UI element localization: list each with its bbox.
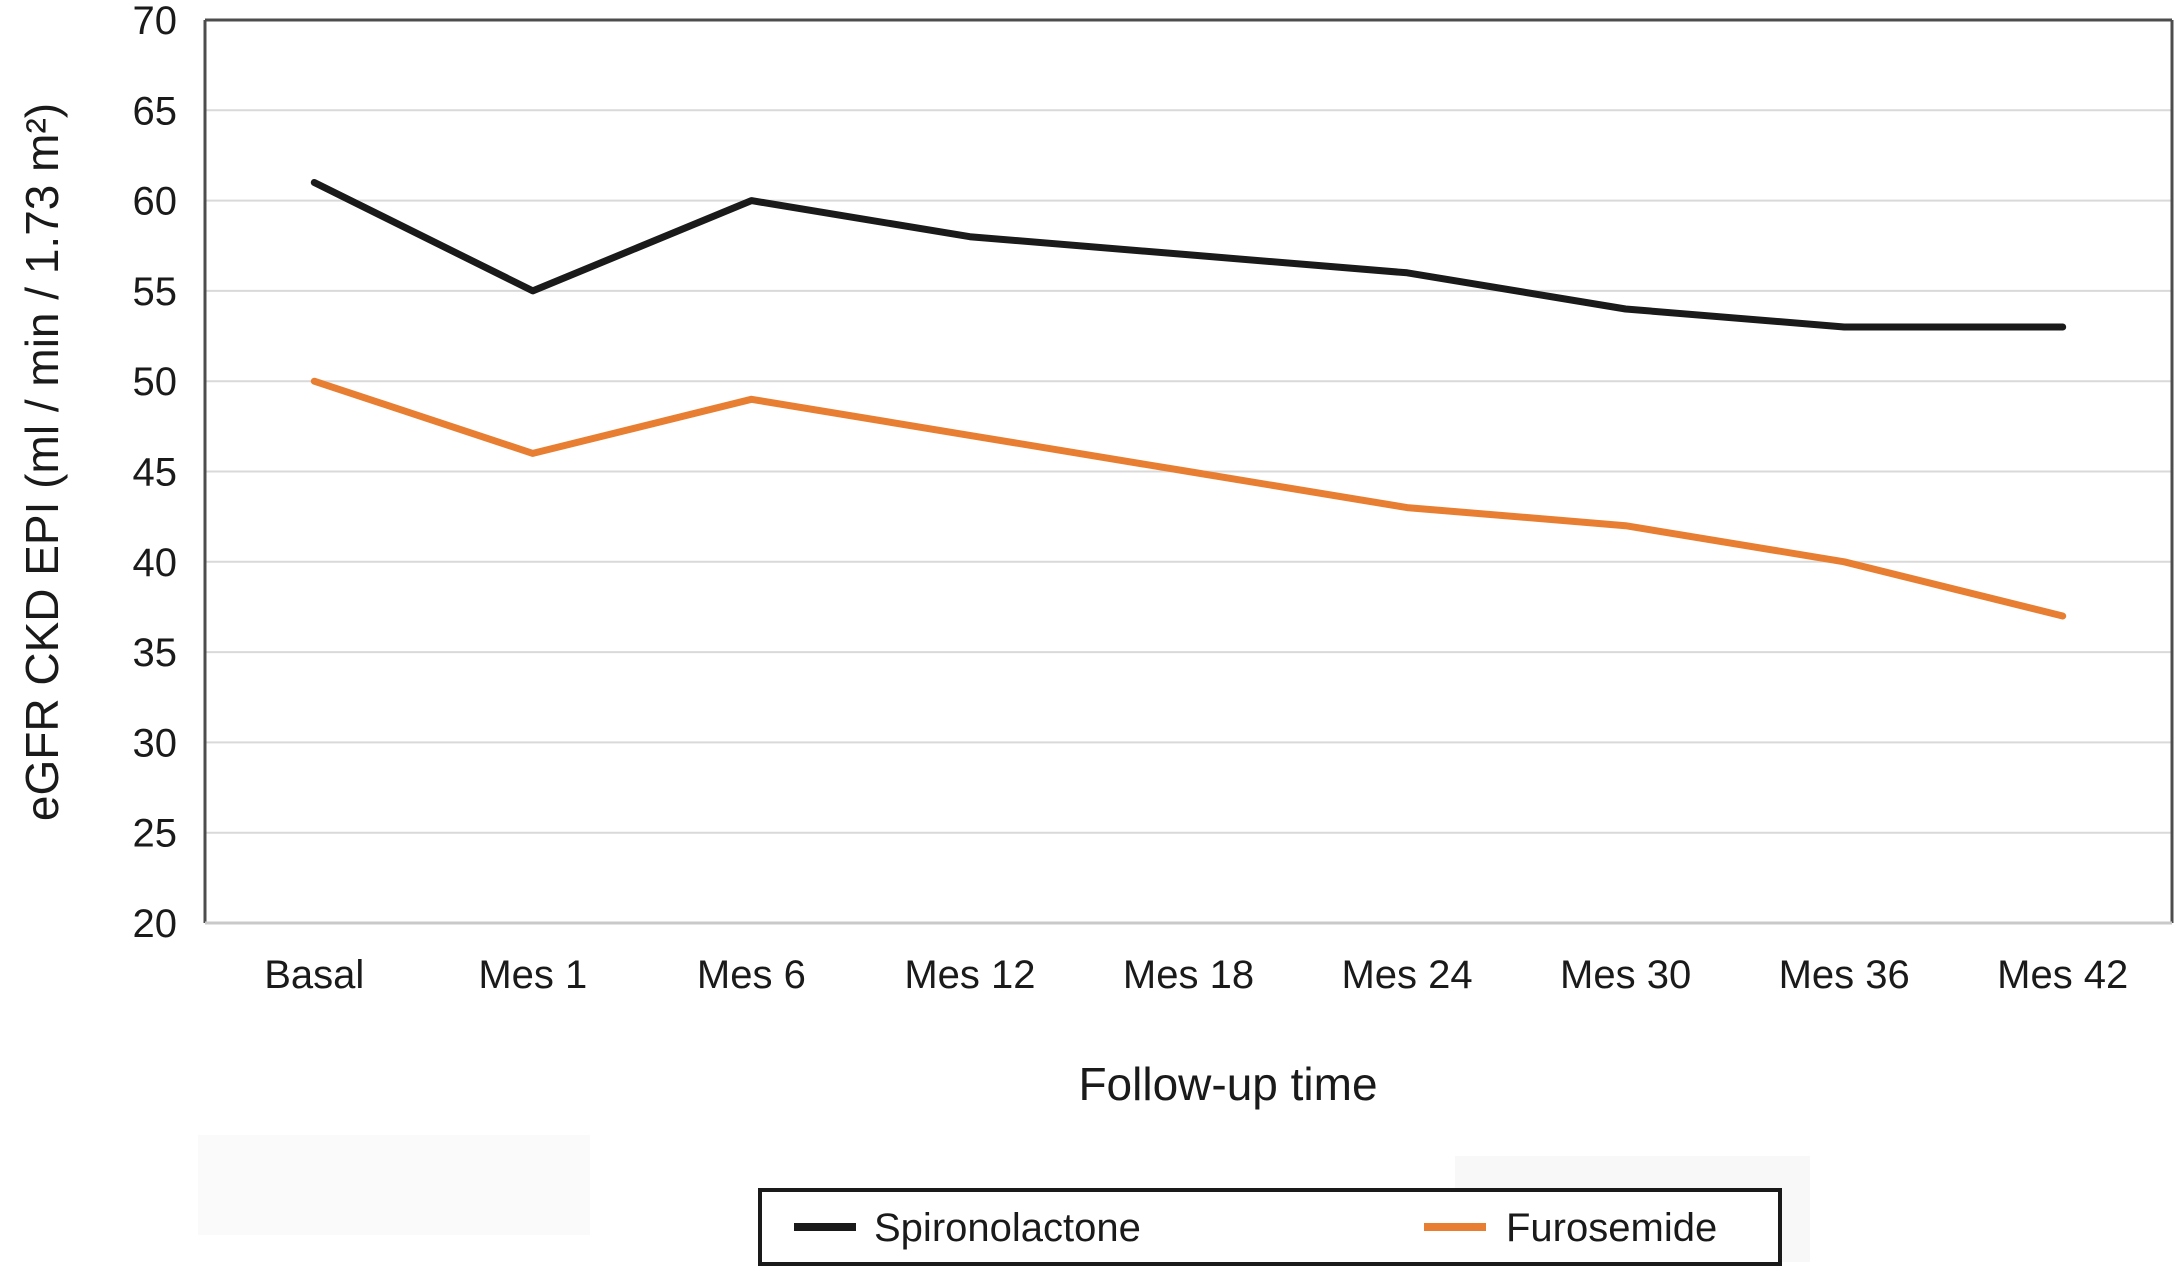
y-tick-20: 20 [133,902,178,946]
y-axis-title: eGFR CKD EPI (ml / min / 1.73 m²) [16,103,68,821]
y-tick-70: 70 [133,0,178,43]
y-tick-50: 50 [133,360,178,404]
legend-box [758,1188,1782,1266]
legend-label-furosemide: Furosemide [1506,1206,1717,1250]
data-series [310,179,2067,620]
y-tick-35: 35 [133,631,178,675]
y-tick-55: 55 [133,270,178,314]
x-tick-mes-12: Mes 12 [904,953,1035,997]
legend-label-spironolactone: Spironolactone [874,1206,1141,1250]
y-tick-25: 25 [133,812,178,856]
x-tick-basal: Basal [264,953,364,997]
x-tick-mes-1: Mes 1 [478,953,587,997]
y-axis-tick-labels: 20 25 30 35 40 45 50 55 60 65 70 [133,0,178,946]
x-tick-mes-18: Mes 18 [1123,953,1254,997]
y-tick-30: 30 [133,721,178,765]
x-tick-mes-6: Mes 6 [697,953,806,997]
x-axis-title: Follow-up time [1078,1058,1377,1110]
legend: Spironolactone Furosemide [758,1188,1782,1266]
artifact-rect-left [198,1135,590,1235]
series-line-spironolactone [310,179,2067,331]
x-tick-mes-36: Mes 36 [1779,953,1910,997]
x-tick-mes-42: Mes 42 [1997,953,2128,997]
y-tick-40: 40 [133,541,178,585]
x-tick-mes-30: Mes 30 [1560,953,1691,997]
series-line-furosemide [310,377,2067,620]
x-axis-tick-labels: Basal Mes 1 Mes 6 Mes 12 Mes 18 Mes 24 Mes 30 M… [264,953,2128,997]
x-tick-mes-24: Mes 24 [1341,953,1472,997]
y-tick-65: 65 [133,89,178,133]
gridlines [205,109,2172,834]
y-tick-60: 60 [133,180,178,224]
y-tick-45: 45 [133,451,178,495]
